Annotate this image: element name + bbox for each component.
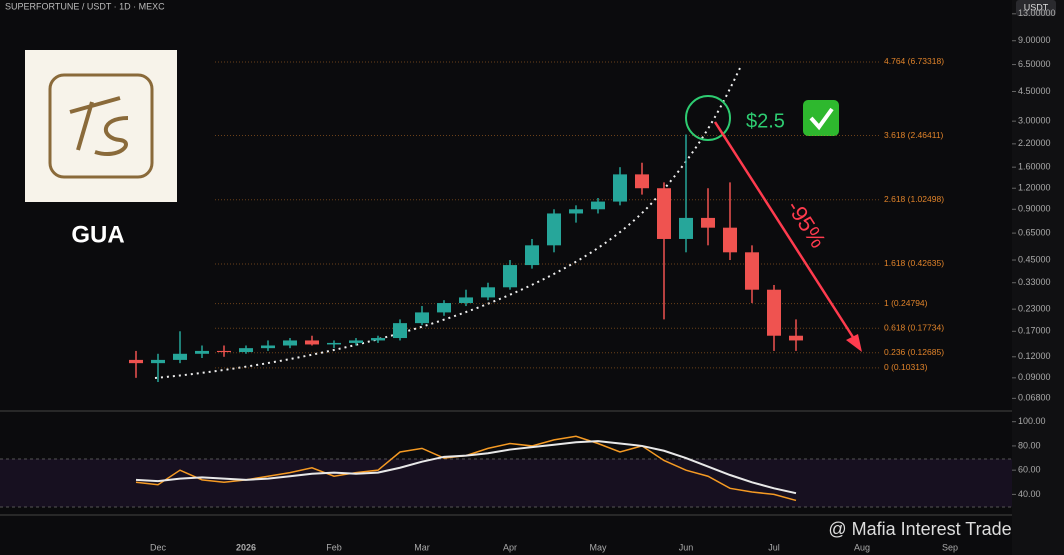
candle-body bbox=[745, 252, 759, 290]
y-tick-label: 6.50000 bbox=[1018, 59, 1051, 69]
candle-body bbox=[503, 265, 517, 288]
price-scale bbox=[1012, 0, 1064, 555]
logo bbox=[25, 50, 177, 202]
peak-label: $2.5 bbox=[746, 110, 785, 132]
y-tick-label: 60.00 bbox=[1018, 465, 1041, 475]
candle-body bbox=[789, 335, 803, 341]
y-tick-label: 1.60000 bbox=[1018, 162, 1051, 172]
y-tick-label: 100.00 bbox=[1018, 416, 1046, 426]
y-tick-label: 9.00000 bbox=[1018, 35, 1051, 45]
watermark: @ Mafia Interest Trade bbox=[828, 519, 1011, 539]
candle-body bbox=[261, 345, 275, 349]
y-tick-label: 0.17000 bbox=[1018, 326, 1051, 336]
fib-label: 0.236 (0.12685) bbox=[884, 347, 944, 357]
y-tick-label: 13.00000 bbox=[1018, 8, 1056, 18]
y-tick-label: 0.06800 bbox=[1018, 393, 1051, 403]
x-tick-label: May bbox=[589, 542, 607, 552]
candle-body bbox=[481, 287, 495, 298]
fib-label: 1 (0.24794) bbox=[884, 298, 928, 308]
candle-body bbox=[525, 245, 539, 266]
candle-body bbox=[701, 217, 715, 228]
candle-body bbox=[723, 227, 737, 253]
x-tick-label: Aug bbox=[854, 542, 870, 552]
top-circle bbox=[685, 95, 731, 141]
x-tick-label: Apr bbox=[503, 542, 517, 552]
candle-body bbox=[305, 340, 319, 345]
y-tick-label: 0.65000 bbox=[1018, 227, 1051, 237]
chart-title: SUPERFORTUNE / USDT · 1D · MEXC bbox=[5, 1, 165, 11]
fib-label: 4.764 (6.73318) bbox=[884, 56, 944, 66]
y-tick-label: 3.00000 bbox=[1018, 116, 1051, 126]
x-tick-label: Sep bbox=[942, 542, 958, 552]
fib-label: 1.618 (0.42635) bbox=[884, 258, 944, 268]
candle-body bbox=[569, 209, 583, 214]
parabola-curve bbox=[154, 67, 741, 379]
candle-body bbox=[635, 174, 649, 189]
x-tick-label: Jul bbox=[768, 542, 780, 552]
candle-body bbox=[129, 359, 143, 364]
candle-body bbox=[679, 217, 693, 239]
candle-body bbox=[151, 359, 165, 364]
x-tick-label: Mar bbox=[414, 542, 430, 552]
currency: USDT bbox=[1024, 2, 1049, 12]
rsi-band bbox=[0, 459, 1012, 507]
check-mark bbox=[809, 107, 834, 131]
candle-body bbox=[613, 174, 627, 202]
y-tick-label: 0.90000 bbox=[1018, 204, 1051, 214]
candle-body bbox=[415, 312, 429, 324]
logo-frame bbox=[48, 73, 154, 179]
fib-label: 0 (0.10313) bbox=[884, 362, 928, 372]
y-tick-label: 0.09000 bbox=[1018, 372, 1051, 382]
candle-body bbox=[283, 340, 297, 346]
fib-label: 0.618 (0.17734) bbox=[884, 322, 944, 332]
y-tick-label: 0.45000 bbox=[1018, 254, 1051, 264]
logo-glyph bbox=[69, 96, 129, 156]
candle-body bbox=[459, 297, 473, 304]
candle-body bbox=[349, 340, 363, 343]
y-tick-label: 4.50000 bbox=[1018, 86, 1051, 96]
fib-label: 2.618 (1.02498) bbox=[884, 194, 944, 204]
y-tick-label: 2.20000 bbox=[1018, 138, 1051, 148]
y-tick-label: 80.00 bbox=[1018, 440, 1041, 450]
drop-arrow bbox=[713, 121, 860, 346]
candle-body bbox=[217, 350, 231, 353]
y-tick-label: 0.12000 bbox=[1018, 351, 1051, 361]
candle-body bbox=[657, 188, 671, 239]
candle-body bbox=[767, 289, 781, 336]
y-tick-label: 0.23000 bbox=[1018, 304, 1051, 314]
candle-body bbox=[371, 338, 385, 341]
y-tick-label: 1.20000 bbox=[1018, 183, 1051, 193]
check-box bbox=[803, 100, 839, 136]
ticker-label: GUA bbox=[71, 221, 124, 248]
candle-body bbox=[173, 353, 187, 360]
x-tick-label: Dec bbox=[150, 542, 167, 552]
drop-arrow-head bbox=[846, 334, 862, 352]
candle-body bbox=[547, 213, 561, 246]
y-tick-label: 0.33000 bbox=[1018, 277, 1051, 287]
y-tick-label: 40.00 bbox=[1018, 489, 1041, 499]
logo-background bbox=[25, 50, 177, 202]
fib-label: 3.618 (2.46411) bbox=[884, 130, 944, 140]
candle-body bbox=[591, 201, 605, 210]
candle-body bbox=[437, 303, 451, 313]
candle-body bbox=[195, 350, 209, 354]
candle-body bbox=[327, 342, 341, 345]
x-tick-label: Feb bbox=[326, 542, 342, 552]
candle-body bbox=[239, 348, 253, 353]
x-tick-label: Jun bbox=[679, 542, 694, 552]
x-tick-label: 2026 bbox=[236, 542, 256, 552]
rsi-line bbox=[135, 440, 797, 495]
candle-body bbox=[393, 323, 407, 339]
currency-badge bbox=[1016, 0, 1056, 16]
